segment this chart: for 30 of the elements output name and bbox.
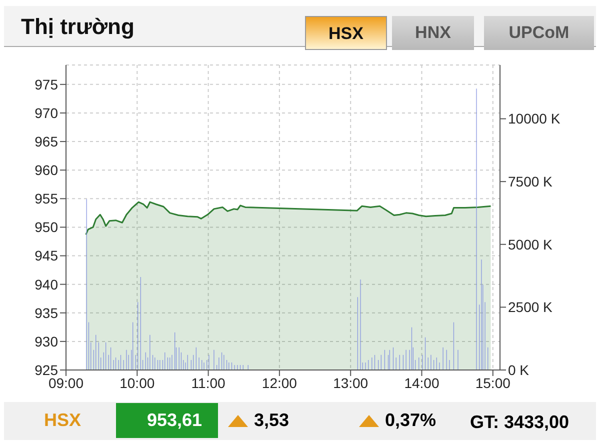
x-tick-label: 15:00	[475, 374, 511, 391]
x-tick-label: 11:00	[191, 374, 226, 391]
text: HSX	[305, 16, 387, 50]
x-tick-label: 14:00	[404, 374, 440, 391]
y-tick-label: 970	[34, 104, 58, 121]
y-tick-label: 940	[34, 276, 58, 292]
x-tick-label: 12:00	[262, 374, 298, 391]
text: UPCoM	[484, 16, 594, 50]
y-tick-label: 935	[34, 304, 58, 321]
y-tick-label: 945	[34, 248, 58, 264]
text: 0,37%	[384, 410, 436, 431]
y-tick-label: 965	[34, 134, 58, 150]
text: HNX	[392, 16, 474, 50]
y-tick-label: 960	[34, 162, 58, 178]
y2-tick-label: 2500 K	[508, 299, 554, 316]
text: 953,61	[116, 403, 218, 438]
y-tick-label: 950	[34, 219, 58, 236]
text: 3,53	[253, 410, 290, 431]
text: HSX	[44, 410, 82, 431]
y2-tick-label: 0 K	[508, 362, 530, 378]
x-tick-label: 13:00	[333, 374, 368, 391]
y2-tick-label: 7500 K	[508, 174, 554, 190]
x-tick-label: 10:00	[120, 374, 155, 391]
y2-tick-label: 10000 K	[508, 110, 561, 127]
y-tick-label: 975	[34, 76, 58, 92]
y-tick-label: 930	[34, 333, 58, 350]
y-tick-label: 955	[34, 190, 58, 207]
chart-title: Thị trường	[21, 14, 134, 40]
y2-tick-label: 5000 K	[508, 236, 554, 252]
text: GT: 3433,00	[470, 412, 570, 433]
